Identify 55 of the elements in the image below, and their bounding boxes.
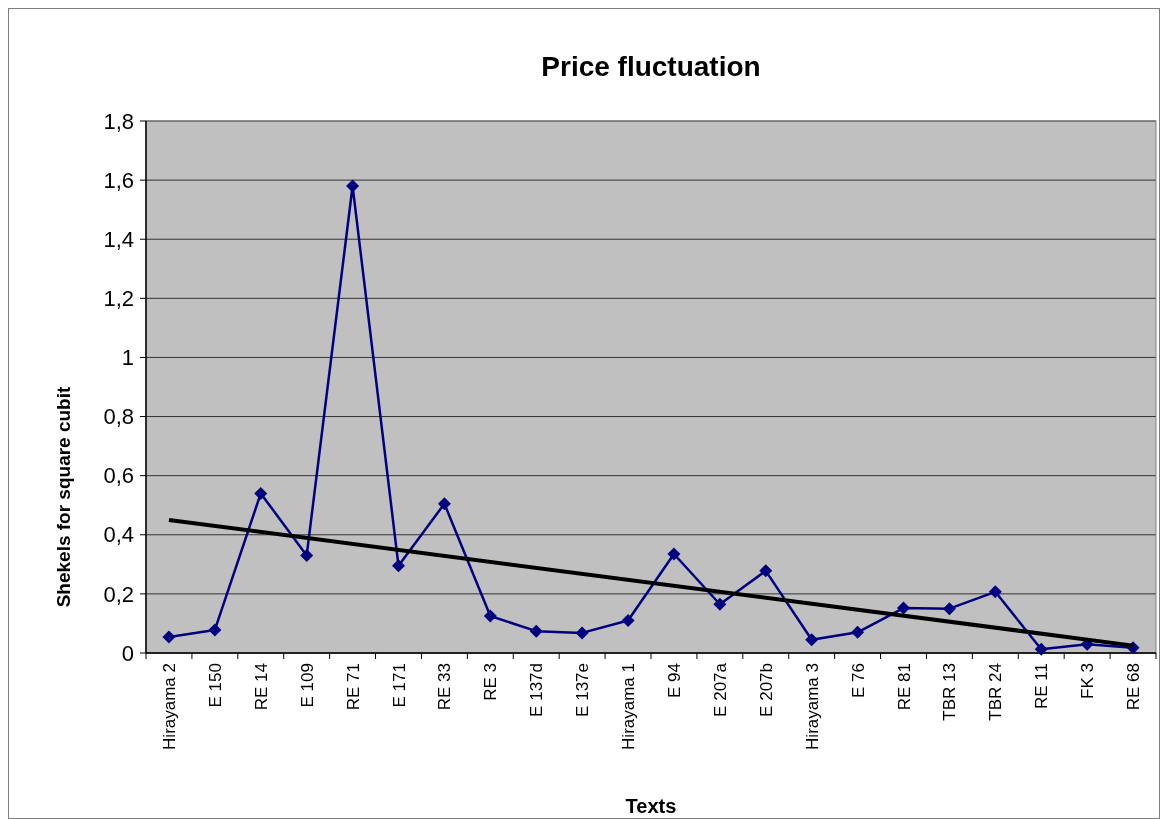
y-tick-label: 1,4 bbox=[103, 226, 134, 252]
x-tick-label: Hirayama 3 bbox=[802, 663, 822, 750]
y-tick-label: 0,4 bbox=[103, 522, 134, 548]
y-tick-label: 0 bbox=[121, 640, 134, 666]
x-tick-label: E 207a bbox=[710, 662, 730, 717]
x-tick-label: Hirayama 1 bbox=[619, 663, 639, 750]
point bbox=[667, 547, 681, 561]
y-tick-label: 0,6 bbox=[103, 463, 134, 489]
x-tick-label: E 171 bbox=[389, 663, 409, 708]
y-tick-label: 1,8 bbox=[103, 108, 134, 134]
x-tick-label: E 94 bbox=[664, 663, 684, 698]
y-tick-label: 0,8 bbox=[103, 404, 134, 430]
y-tick-label: 1,2 bbox=[103, 286, 134, 312]
point bbox=[392, 559, 405, 573]
x-tick-label: RE 81 bbox=[894, 663, 914, 711]
x-tick-label: RE 3 bbox=[481, 663, 501, 701]
y-axis-title: Shekels for square cubit bbox=[53, 385, 74, 608]
point bbox=[300, 548, 314, 562]
point bbox=[621, 613, 635, 627]
point bbox=[208, 623, 222, 637]
x-tick-label: Hirayama 2 bbox=[159, 663, 179, 750]
x-tick-label: RE 71 bbox=[343, 663, 363, 711]
chart-title: Price fluctuation bbox=[541, 51, 761, 82]
x-axis-title: Texts bbox=[625, 795, 677, 817]
point bbox=[942, 602, 956, 616]
x-tick-label: TBR 24 bbox=[986, 663, 1006, 721]
point bbox=[254, 486, 268, 500]
x-tick-label: RE 33 bbox=[435, 663, 455, 711]
x-tick-label: E 109 bbox=[297, 663, 317, 708]
point bbox=[575, 626, 589, 640]
x-tick-label: FK 3 bbox=[1078, 663, 1098, 699]
x-tick-label: E 150 bbox=[205, 663, 225, 708]
point bbox=[483, 609, 497, 623]
point bbox=[713, 597, 727, 611]
point bbox=[988, 585, 1002, 599]
y-tick-label: 1,6 bbox=[103, 167, 134, 193]
y-tick-label: 1 bbox=[121, 345, 134, 371]
point bbox=[1034, 642, 1048, 656]
x-tick-label: E 207b bbox=[756, 663, 776, 717]
point bbox=[529, 624, 543, 638]
point bbox=[162, 630, 176, 644]
x-tick-label: E 137e bbox=[573, 663, 593, 717]
point bbox=[759, 564, 773, 578]
point bbox=[437, 497, 451, 511]
point bbox=[346, 179, 360, 193]
x-tick-label: RE 11 bbox=[1032, 663, 1052, 709]
y-tick-label: 0,2 bbox=[103, 581, 134, 607]
x-tick-label: E 76 bbox=[848, 663, 868, 698]
x-tick-label: E 137d bbox=[527, 663, 547, 717]
x-tick-label: RE 14 bbox=[251, 663, 271, 711]
point bbox=[897, 601, 910, 615]
point bbox=[851, 625, 865, 639]
x-tick-label: RE 68 bbox=[1124, 663, 1144, 711]
x-tick-label: TBR 13 bbox=[940, 663, 960, 721]
point bbox=[805, 633, 819, 647]
